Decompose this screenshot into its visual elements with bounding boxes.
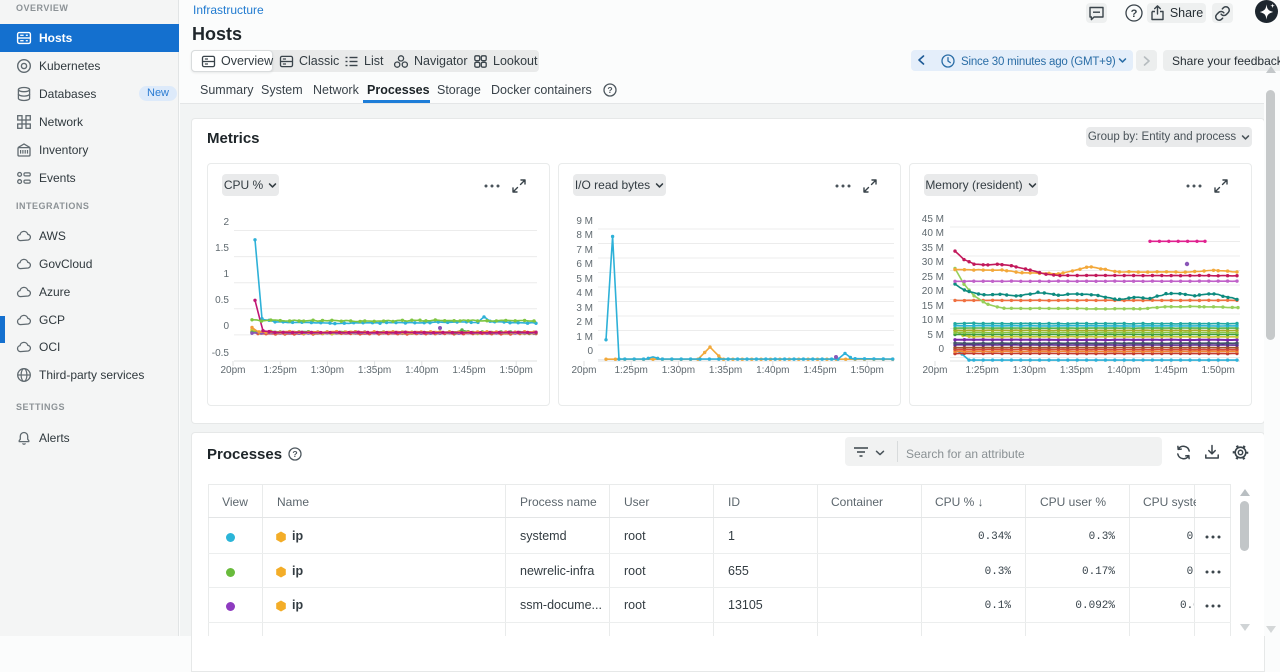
svg-text:?: ? (292, 449, 297, 459)
svg-text:?: ? (1130, 8, 1137, 20)
svg-text:?: ? (607, 85, 612, 95)
